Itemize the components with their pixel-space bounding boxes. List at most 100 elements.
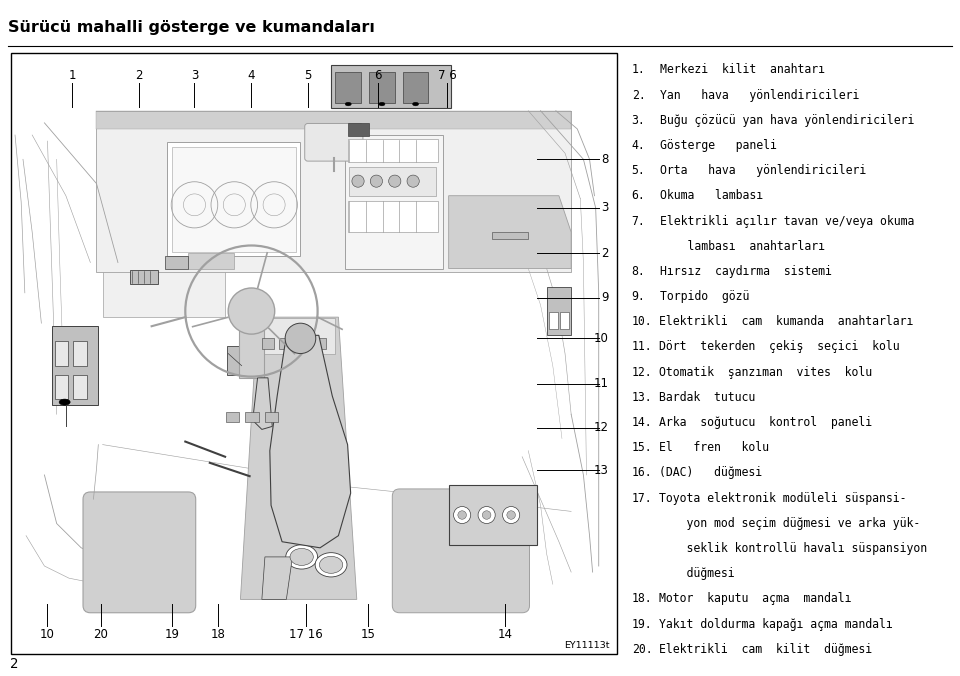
Text: Okuma   lambası: Okuma lambası bbox=[660, 189, 763, 202]
Bar bbox=[227, 345, 256, 375]
Bar bbox=[279, 338, 291, 349]
Text: 19.: 19. bbox=[632, 618, 652, 631]
Polygon shape bbox=[97, 111, 571, 272]
Text: 2.: 2. bbox=[632, 89, 645, 101]
Text: 13.: 13. bbox=[632, 391, 652, 404]
Circle shape bbox=[503, 506, 519, 523]
Text: Arka  soğutucu  kontrol  paneli: Arka soğutucu kontrol paneli bbox=[659, 416, 872, 429]
Text: Merkezi  kilit  anahtarı: Merkezi kilit anahtarı bbox=[660, 64, 825, 76]
Text: 9: 9 bbox=[601, 291, 609, 304]
Circle shape bbox=[228, 288, 275, 334]
Bar bbox=[73, 341, 86, 366]
FancyBboxPatch shape bbox=[304, 124, 363, 161]
Text: Yakıt doldurma kapağı açma mandalı: Yakıt doldurma kapağı açma mandalı bbox=[659, 618, 893, 631]
Text: 7 6: 7 6 bbox=[438, 69, 457, 82]
Bar bbox=[492, 232, 528, 239]
Text: 2: 2 bbox=[601, 247, 609, 260]
Text: Yan   hava   yönlendiricileri: Yan hava yönlendiricileri bbox=[660, 89, 859, 101]
Bar bbox=[52, 327, 98, 405]
Text: 3: 3 bbox=[191, 69, 198, 82]
Text: 11.: 11. bbox=[632, 341, 652, 354]
Bar bbox=[549, 312, 559, 329]
Text: El   fren   kolu: El fren kolu bbox=[659, 441, 769, 454]
Polygon shape bbox=[240, 317, 357, 600]
Ellipse shape bbox=[315, 553, 347, 577]
Bar bbox=[331, 65, 450, 107]
Circle shape bbox=[482, 511, 491, 519]
Text: Bardak  tutucu: Bardak tutucu bbox=[659, 391, 756, 404]
Text: düğmesi: düğmesi bbox=[659, 567, 734, 580]
Text: 11: 11 bbox=[593, 377, 609, 391]
Circle shape bbox=[285, 323, 316, 354]
Text: Hırsız  caydırma  sistemi: Hırsız caydırma sistemi bbox=[660, 265, 832, 278]
Ellipse shape bbox=[379, 102, 385, 106]
Ellipse shape bbox=[290, 548, 313, 565]
Text: 8.: 8. bbox=[632, 265, 645, 278]
Bar bbox=[296, 338, 308, 349]
Text: yon mod seçim düğmesi ve arka yük-: yon mod seçim düğmesi ve arka yük- bbox=[659, 517, 921, 530]
Text: 2: 2 bbox=[135, 69, 143, 82]
Text: Buğu çözücü yan hava yönlendiricileri: Buğu çözücü yan hava yönlendiricileri bbox=[660, 114, 914, 127]
Text: 3: 3 bbox=[601, 201, 609, 214]
Bar bbox=[265, 412, 278, 422]
Bar bbox=[348, 123, 369, 137]
Text: 18: 18 bbox=[210, 627, 226, 640]
Polygon shape bbox=[262, 557, 293, 600]
Bar bbox=[546, 287, 571, 335]
Text: 6.: 6. bbox=[632, 189, 645, 202]
Text: 3.: 3. bbox=[632, 114, 645, 127]
Text: 14.: 14. bbox=[632, 416, 652, 429]
Bar bbox=[345, 135, 443, 268]
Text: 12.: 12. bbox=[632, 366, 652, 379]
Text: 5.: 5. bbox=[632, 164, 645, 177]
Text: 4.: 4. bbox=[632, 139, 645, 152]
Circle shape bbox=[352, 175, 364, 187]
Text: Otomatik  şanzıman  vites  kolu: Otomatik şanzıman vites kolu bbox=[659, 366, 872, 379]
Text: 10: 10 bbox=[593, 332, 609, 345]
Text: (DAC)   düğmesi: (DAC) düğmesi bbox=[659, 466, 762, 479]
Bar bbox=[226, 412, 239, 422]
Text: 4: 4 bbox=[248, 69, 255, 82]
Bar bbox=[103, 272, 225, 317]
Circle shape bbox=[478, 506, 495, 523]
Text: EY11113t: EY11113t bbox=[564, 641, 610, 650]
Text: 17 16: 17 16 bbox=[289, 627, 323, 640]
Bar bbox=[369, 72, 395, 103]
Bar bbox=[167, 142, 300, 256]
Bar bbox=[262, 338, 275, 349]
Bar bbox=[348, 139, 439, 162]
Text: 7.: 7. bbox=[632, 214, 645, 228]
Polygon shape bbox=[252, 378, 273, 429]
Circle shape bbox=[371, 175, 382, 187]
Text: 10: 10 bbox=[40, 627, 55, 640]
Text: Dört  tekerden  çekiş  seçici  kolu: Dört tekerden çekiş seçici kolu bbox=[659, 341, 900, 354]
Text: 5: 5 bbox=[304, 69, 311, 82]
Bar bbox=[131, 270, 157, 284]
Text: 2: 2 bbox=[10, 656, 18, 671]
Text: Motor  kaputu  açma  mandalı: Motor kaputu açma mandalı bbox=[659, 592, 852, 606]
Text: Toyota elektronik modüleli süspansi-: Toyota elektronik modüleli süspansi- bbox=[659, 491, 906, 505]
Text: Torpido  gözü: Torpido gözü bbox=[660, 290, 750, 303]
Text: Elektrikli  cam  kumanda  anahtarları: Elektrikli cam kumanda anahtarları bbox=[659, 315, 913, 329]
Text: 10.: 10. bbox=[632, 315, 652, 329]
Bar bbox=[55, 341, 68, 366]
Polygon shape bbox=[270, 335, 350, 548]
Polygon shape bbox=[97, 111, 571, 129]
Text: Elektrikli açılır tavan ve/veya okuma: Elektrikli açılır tavan ve/veya okuma bbox=[660, 214, 914, 228]
Circle shape bbox=[453, 506, 470, 523]
Circle shape bbox=[407, 175, 420, 187]
Text: 8: 8 bbox=[601, 153, 609, 166]
Text: 15.: 15. bbox=[632, 441, 652, 454]
Bar bbox=[448, 485, 538, 545]
Bar bbox=[403, 72, 428, 103]
Bar bbox=[313, 338, 325, 349]
Text: seklik kontrollü havalı süspansiyon: seklik kontrollü havalı süspansiyon bbox=[659, 542, 927, 555]
Text: 9.: 9. bbox=[632, 290, 645, 303]
FancyBboxPatch shape bbox=[83, 492, 196, 612]
Ellipse shape bbox=[346, 102, 351, 106]
Bar bbox=[335, 72, 361, 103]
Bar bbox=[188, 254, 234, 268]
Circle shape bbox=[389, 175, 401, 187]
Bar bbox=[73, 375, 86, 399]
Bar bbox=[165, 256, 188, 268]
